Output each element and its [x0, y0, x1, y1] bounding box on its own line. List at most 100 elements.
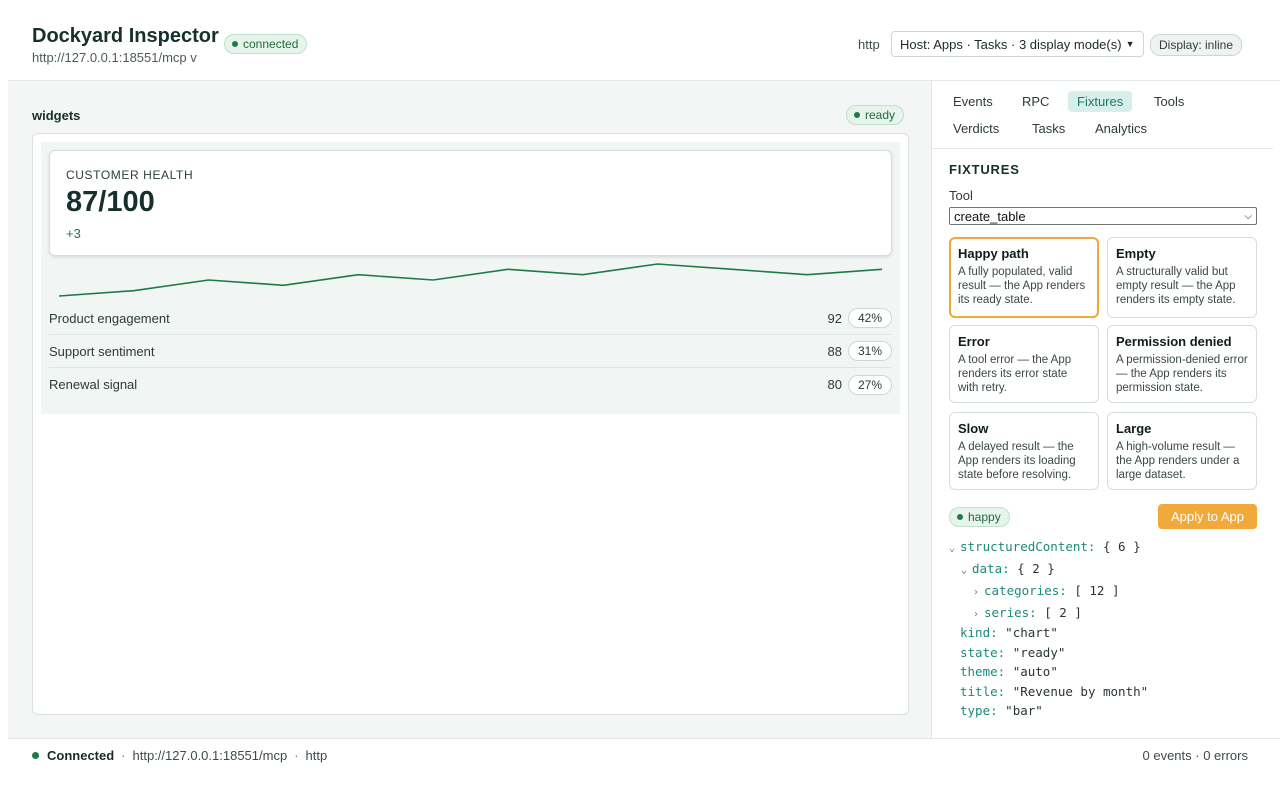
fixture-card-permission-denied[interactable]: Permission denied A permission-denied err…	[1107, 325, 1257, 403]
transport-label: http	[858, 37, 880, 52]
row-label: Renewal signal	[49, 377, 802, 392]
tree-leaf: type: "bar"	[960, 703, 1043, 718]
tree-key: title:	[960, 684, 1005, 699]
tree-key: series:	[984, 605, 1037, 620]
inspector-panel: Events RPC Fixtures Tools Verdicts Tasks Analy…	[931, 81, 1272, 738]
tree-leaf: state: "ready"	[960, 645, 1065, 660]
fixture-description: A high-volume result — the App renders u…	[1116, 440, 1248, 482]
chevron-right-icon[interactable]: ›	[973, 609, 984, 620]
tab-analytics[interactable]: Analytics	[1086, 118, 1156, 139]
tool-select-value: create_table	[954, 209, 1026, 224]
tab-tools[interactable]: Tools	[1145, 91, 1193, 112]
tree-node[interactable]: › series: [ 2 ]	[973, 605, 1082, 620]
chevron-down-icon[interactable]: ⌄	[949, 543, 960, 554]
tree-value: { 6 }	[1103, 539, 1141, 554]
breakdown-row: Renewal signal 80 27%	[49, 368, 892, 401]
tree-node[interactable]: › categories: [ 12 ]	[973, 583, 1119, 598]
section-label: widgets	[32, 108, 80, 123]
tree-leaf: kind: "chart"	[960, 625, 1058, 640]
display-mode-badge[interactable]: Display: inline	[1150, 34, 1242, 56]
tree-node[interactable]: ⌄ data: { 2 }	[961, 561, 1055, 576]
row-value: 80	[802, 377, 842, 392]
trend-sparkline	[49, 260, 892, 300]
status-dot-icon	[32, 752, 39, 759]
fixture-description: A permission-denied error — the App rend…	[1116, 353, 1248, 395]
breakdown-row: Product engagement 92 42%	[49, 302, 892, 335]
row-share-badge: 42%	[848, 308, 892, 328]
fixture-card-slow[interactable]: Slow A delayed result — the App renders i…	[949, 412, 1099, 490]
ready-status-label: ready	[865, 108, 895, 122]
connection-status-label: connected	[243, 37, 298, 51]
ready-status-badge: ready	[846, 105, 904, 125]
tree-value: "chart"	[1005, 625, 1058, 640]
fixture-title: Slow	[958, 421, 1090, 436]
fixture-card-happy-path[interactable]: Happy path A fully populated, valid resul…	[949, 237, 1099, 318]
selected-fixture-label: happy	[968, 510, 1001, 524]
fixture-description: A delayed result — the App renders its l…	[958, 440, 1090, 482]
tree-key: type:	[960, 703, 998, 718]
tree-value: "ready"	[1013, 645, 1066, 660]
tabs-divider	[932, 148, 1273, 149]
tree-key: structuredContent:	[960, 539, 1095, 554]
caret-down-icon: ▼	[1126, 39, 1135, 49]
status-dot-icon	[854, 112, 860, 118]
footer-connection-status: Connected	[47, 748, 114, 763]
row-label: Support sentiment	[49, 344, 802, 359]
host-mode-select[interactable]: Host: Apps · Tasks · 3 display mode(s) ▼	[891, 31, 1144, 57]
fixture-description: A fully populated, valid result — the Ap…	[958, 265, 1090, 307]
connection-status-badge: connected	[224, 34, 307, 54]
widget-frame: CUSTOMER HEALTH 87/100 +3 Product engage…	[32, 133, 909, 715]
tree-node[interactable]: ⌄ structuredContent: { 6 }	[949, 539, 1141, 554]
tab-events[interactable]: Events	[944, 91, 1002, 112]
row-label: Product engagement	[49, 311, 802, 326]
breakdown-row: Support sentiment 88 31%	[49, 335, 892, 368]
tree-value: "bar"	[1005, 703, 1043, 718]
chevron-right-icon[interactable]: ›	[973, 587, 984, 598]
status-bar: Connected · http://127.0.0.1:18551/mcp ·…	[8, 738, 1280, 772]
metric-value: 87/100	[66, 186, 155, 219]
breakdown-list: Product engagement 92 42% Support sentiment…	[49, 302, 892, 401]
chevron-down-icon: ⌵	[1244, 211, 1252, 222]
fixture-description: A structurally valid but empty result — …	[1116, 265, 1248, 307]
fixture-title: Permission denied	[1116, 334, 1248, 349]
tab-fixtures[interactable]: Fixtures	[1068, 91, 1132, 112]
tool-select[interactable]: create_table ⌵	[949, 207, 1257, 225]
fixture-card-large[interactable]: Large A high-volume result — the App rend…	[1107, 412, 1257, 490]
tree-value: [ 2 ]	[1044, 605, 1082, 620]
tree-leaf: title: "Revenue by month"	[960, 684, 1148, 699]
tab-tasks[interactable]: Tasks	[1023, 118, 1074, 139]
tool-label: Tool	[949, 188, 973, 203]
row-value: 88	[802, 344, 842, 359]
separator: ·	[121, 748, 125, 763]
fixture-title: Empty	[1116, 246, 1248, 261]
app-title: Dockyard Inspector	[32, 25, 219, 48]
tree-key: data:	[972, 561, 1010, 576]
tree-value: [ 12 ]	[1074, 583, 1119, 598]
tab-verdicts[interactable]: Verdicts	[944, 118, 1008, 139]
fixture-card-empty[interactable]: Empty A structurally valid but empty resu…	[1107, 237, 1257, 318]
tree-key: theme:	[960, 664, 1005, 679]
widget-content: CUSTOMER HEALTH 87/100 +3 Product engage…	[41, 142, 900, 414]
row-value: 92	[802, 311, 842, 326]
event-error-counts: 0 events · 0 errors	[1143, 748, 1249, 763]
widget-preview-area: widgets ready CUSTOMER HEALTH 87/100 +3 …	[8, 81, 931, 738]
metric-label: CUSTOMER HEALTH	[66, 168, 193, 182]
chevron-down-icon[interactable]: ⌄	[961, 565, 972, 576]
tree-value: { 2 }	[1017, 561, 1055, 576]
metric-delta: +3	[66, 226, 81, 241]
metric-card: CUSTOMER HEALTH 87/100 +3	[49, 150, 892, 256]
host-mode-value: Host: Apps · Tasks · 3 display mode(s)	[900, 37, 1122, 52]
app-header: Dockyard Inspector http://127.0.0.1:1855…	[8, 0, 1280, 81]
tab-rpc[interactable]: RPC	[1013, 91, 1058, 112]
separator: ·	[294, 748, 298, 763]
status-dot-icon	[232, 41, 238, 47]
server-url[interactable]: http://127.0.0.1:18551/mcp v	[32, 50, 197, 65]
footer-transport: http	[306, 748, 328, 763]
row-share-badge: 27%	[848, 375, 892, 395]
fixture-description: A tool error — the App renders its error…	[958, 353, 1090, 395]
footer-url: http://127.0.0.1:18551/mcp	[133, 748, 288, 763]
sparkline-series	[59, 264, 882, 296]
apply-to-app-button[interactable]: Apply to App	[1158, 504, 1257, 529]
tree-key: state:	[960, 645, 1005, 660]
fixture-card-error[interactable]: Error A tool error — the App renders its …	[949, 325, 1099, 403]
